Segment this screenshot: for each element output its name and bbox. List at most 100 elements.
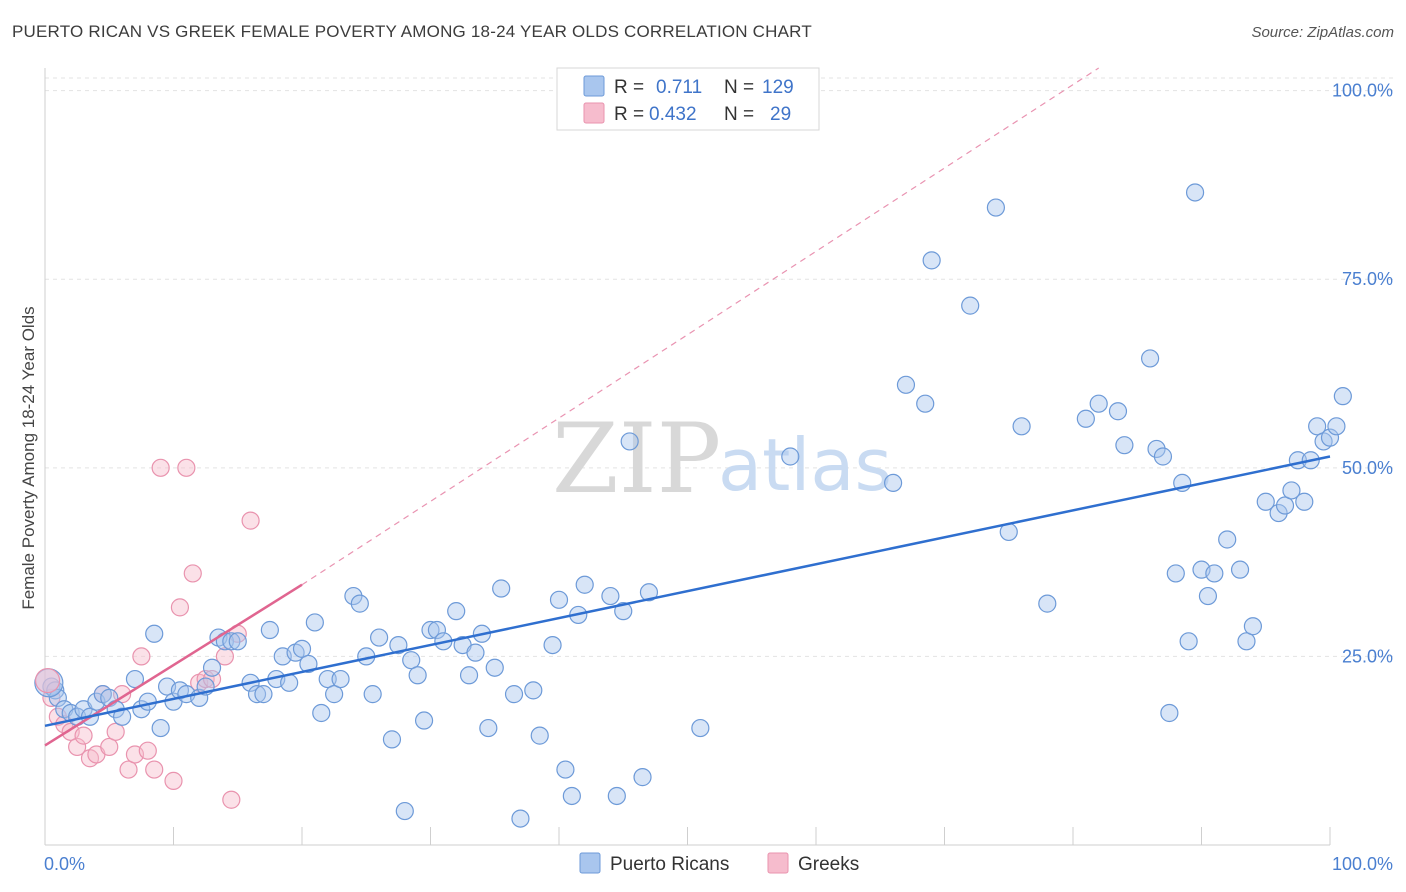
puerto-ricans-point-92 xyxy=(1038,594,1057,613)
puerto-ricans-point-108 xyxy=(1218,530,1237,549)
legend-n-value-pink: 29 xyxy=(770,104,791,125)
puerto-ricans-point-86 xyxy=(916,394,935,413)
puerto-ricans-point-66 xyxy=(504,685,524,704)
puerto-ricans-point-69 xyxy=(530,726,549,745)
puerto-ricans-point-83 xyxy=(781,447,800,466)
puerto-ricans-points xyxy=(34,183,1352,828)
y-axis-label: Female Poverty Among 18-24 Year Olds xyxy=(19,306,38,609)
puerto-ricans-point-113 xyxy=(1269,503,1288,523)
x-tick-label-0: 0.0% xyxy=(44,854,85,874)
puerto-ricans-point-50 xyxy=(389,635,408,655)
legend-r-value-pink: 0.432 xyxy=(649,104,697,125)
puerto-ricans-point-54 xyxy=(414,711,434,730)
puerto-ricans-point-37 xyxy=(292,639,312,658)
greeks-point-5 xyxy=(74,726,93,745)
y-tick-labels: 25.0% 50.0% 75.0% 100.0% xyxy=(1332,81,1393,667)
puerto-ricans-point-27 xyxy=(222,632,241,651)
puerto-ricans-point-60 xyxy=(459,666,479,685)
legend-n-value-blue: 129 xyxy=(762,77,794,98)
puerto-ricans-point-77 xyxy=(607,786,626,806)
puerto-ricans-point-114 xyxy=(1275,496,1295,515)
puerto-ricans-point-68 xyxy=(524,681,543,700)
greeks-trend-line xyxy=(44,583,303,747)
puerto-ricans-point-122 xyxy=(1327,417,1346,436)
puerto-ricans-point-72 xyxy=(556,760,575,779)
greeks-points xyxy=(42,458,260,809)
puerto-ricans-point-112 xyxy=(1256,492,1275,511)
greeks-point-17 xyxy=(151,458,170,477)
puerto-ricans-point-30 xyxy=(247,685,267,704)
puerto-ricans-point-95 xyxy=(1108,402,1128,421)
legend-swatch-pink xyxy=(583,102,605,124)
puerto-ricans-point-42 xyxy=(325,685,344,704)
y-tick-label-1: 50.0% xyxy=(1342,458,1393,478)
puerto-ricans-point-41 xyxy=(318,669,337,689)
puerto-ricans-point-110 xyxy=(1237,632,1256,651)
puerto-ricans-point-76 xyxy=(601,586,620,606)
bottom-legend-swatch-blue xyxy=(579,852,601,874)
greeks-cluster-point xyxy=(34,667,61,694)
puerto-ricans-point-13 xyxy=(125,669,145,689)
puerto-ricans-point-101 xyxy=(1166,564,1185,583)
puerto-ricans-point-61 xyxy=(466,643,485,662)
puerto-ricans-point-97 xyxy=(1140,349,1160,368)
puerto-ricans-trend-line xyxy=(44,455,1331,728)
puerto-ricans-point-78 xyxy=(614,602,633,621)
puerto-ricans-point-53 xyxy=(408,666,427,685)
puerto-ricans-point-82 xyxy=(691,718,710,738)
y-tick-label-3: 100.0% xyxy=(1332,81,1393,101)
puerto-ricans-point-45 xyxy=(350,594,369,613)
puerto-ricans-point-64 xyxy=(485,658,504,677)
watermark-atlas: atlas xyxy=(718,423,892,507)
puerto-ricans-point-88 xyxy=(961,296,980,315)
puerto-ricans-point-55 xyxy=(421,620,440,640)
greeks-point-9 xyxy=(100,737,119,757)
puerto-ricans-point-51 xyxy=(395,801,414,821)
puerto-ricans-point-12 xyxy=(112,707,132,726)
greeks-point-23 xyxy=(196,669,215,689)
puerto-ricans-point-103 xyxy=(1179,632,1198,651)
axes xyxy=(44,68,1331,846)
greeks-point-21 xyxy=(183,564,202,583)
greeks-point-28 xyxy=(241,511,260,530)
puerto-ricans-point-52 xyxy=(402,651,421,670)
greeks-trend-extension xyxy=(301,67,1100,586)
puerto-ricans-point-70 xyxy=(543,635,562,655)
greeks-point-26 xyxy=(222,790,241,809)
puerto-ricans-point-89 xyxy=(986,198,1006,217)
watermark: ZIP atlas xyxy=(552,403,892,515)
watermark-zip: ZIP xyxy=(552,403,721,515)
legend-n-label-pink: N = xyxy=(724,104,754,125)
greeks-point-4 xyxy=(68,737,87,757)
legend-r-value-blue: 0.711 xyxy=(656,77,702,98)
puerto-ricans-point-119 xyxy=(1308,417,1327,436)
puerto-ricans-point-28 xyxy=(228,632,247,651)
puerto-ricans-point-106 xyxy=(1198,586,1218,606)
greeks-point-20 xyxy=(177,458,196,477)
puerto-ricans-point-67 xyxy=(511,809,530,828)
puerto-ricans-point-123 xyxy=(1333,387,1352,406)
puerto-ricans-point-98 xyxy=(1147,439,1166,459)
legend-swatch-blue xyxy=(583,75,605,97)
legend-r-label-pink: R = xyxy=(614,104,644,125)
puerto-ricans-point-38 xyxy=(299,654,318,674)
puerto-ricans-point-65 xyxy=(492,579,511,598)
puerto-ricans-point-63 xyxy=(479,718,498,738)
correlation-legend: R = 0.711 N = 129 R = 0.432 N = 29 xyxy=(556,67,820,131)
chart-source: Source: ZipAtlas.com xyxy=(1251,24,1394,41)
puerto-ricans-point-111 xyxy=(1243,617,1263,636)
chart-title: PUERTO RICAN VS GREEK FEMALE POVERTY AMO… xyxy=(12,22,812,41)
series-legend: Puerto Ricans Greeks xyxy=(579,852,859,875)
puerto-ricans-point-24 xyxy=(202,658,222,677)
puerto-ricans-point-32 xyxy=(260,620,279,640)
y-tick-label-2: 75.0% xyxy=(1342,269,1393,289)
greeks-point-10 xyxy=(106,722,125,741)
legend-n-label-blue: N = xyxy=(724,77,754,98)
puerto-ricans-point-47 xyxy=(363,685,382,704)
greeks-point-16 xyxy=(145,760,164,779)
puerto-ricans-point-109 xyxy=(1230,560,1250,579)
puerto-ricans-point-85 xyxy=(896,375,916,394)
puerto-ricans-point-107 xyxy=(1205,564,1224,583)
grid-lines xyxy=(45,77,1393,657)
